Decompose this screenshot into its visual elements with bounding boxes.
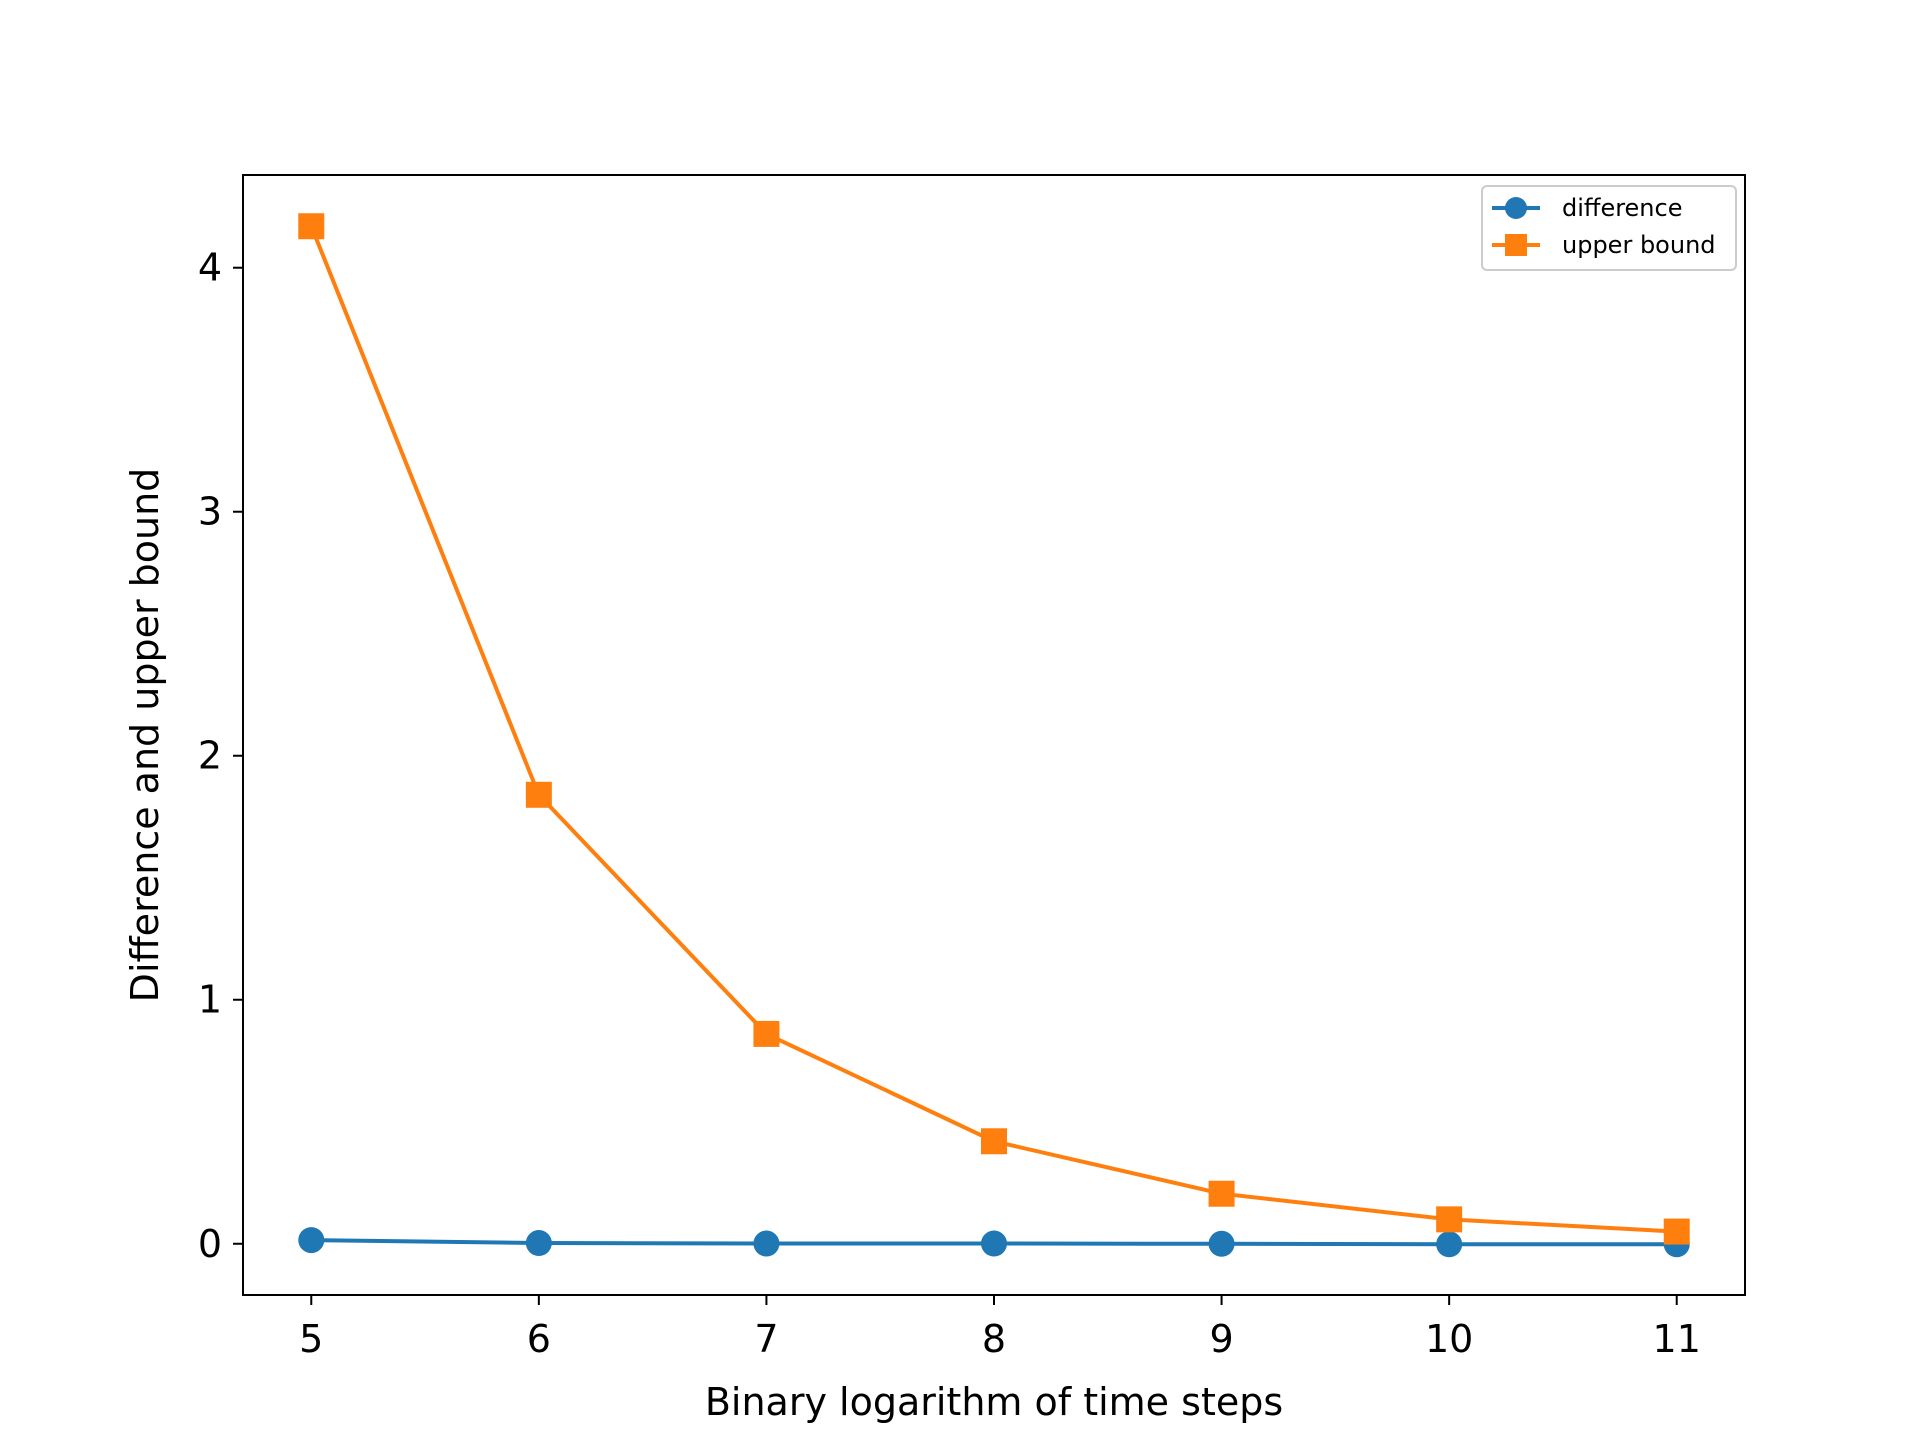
x-axis-ticks: 5 6 7 8 9 10 11 [299,1295,1701,1361]
data-point-difference [525,1230,552,1257]
data-point-difference [298,1227,325,1254]
x-tick-label: 10 [1425,1317,1473,1361]
x-tick-label: 8 [982,1317,1006,1361]
series-layer [298,213,1690,1258]
y-axis-label: Difference and upper bound [123,468,167,1003]
data-point-difference [981,1230,1007,1257]
legend-label: difference [1562,194,1682,222]
data-point-difference [1208,1230,1235,1257]
data-point-upper-bound [753,1020,780,1047]
x-axis-label: Binary logarithm of time steps [705,1380,1283,1424]
legend-marker [1505,234,1527,256]
y-tick-label: 3 [198,490,222,534]
x-tick-label: 5 [299,1317,323,1361]
legend-marker [1505,197,1527,219]
data-point-upper-bound [525,781,552,808]
data-point-upper-bound [1663,1218,1690,1245]
data-point-upper-bound [981,1128,1007,1155]
x-tick-label: 6 [527,1317,551,1361]
y-tick-label: 0 [198,1222,222,1266]
x-tick-label: 11 [1653,1317,1701,1361]
y-tick-label: 1 [198,978,222,1022]
data-point-upper-bound [1436,1206,1463,1233]
x-tick-label: 7 [754,1317,778,1361]
legend-box [1481,185,1737,271]
y-tick-label: 4 [198,246,222,290]
y-axis-ticks: 0 1 2 3 4 [198,246,243,1266]
data-point-difference [753,1230,780,1257]
x-tick-label: 9 [1209,1317,1233,1361]
data-point-upper-bound [1208,1180,1235,1207]
legend: difference upper bound [1481,185,1737,271]
legend-label: upper bound [1562,231,1716,259]
y-tick-label: 2 [198,734,222,778]
data-point-difference [1436,1231,1463,1258]
data-point-upper-bound [298,213,325,240]
